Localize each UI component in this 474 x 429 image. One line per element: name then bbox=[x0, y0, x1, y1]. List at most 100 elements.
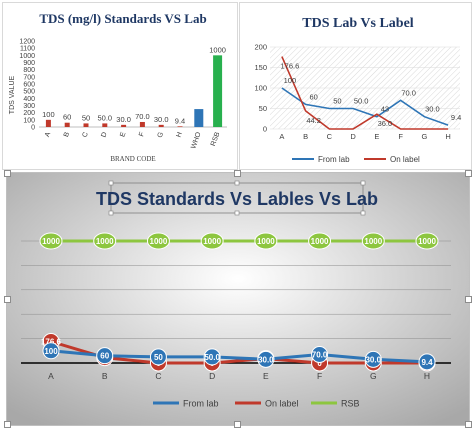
chart-panel-tds-standards-vs-lab: TDS (mg/l) Standards VS Lab TDS VALUE BR… bbox=[2, 2, 238, 170]
x-axis-label: BRAND CODE bbox=[110, 155, 155, 163]
data-label: 9.4 bbox=[421, 358, 433, 367]
data-label: 50.0 bbox=[354, 97, 369, 106]
marker-rsb bbox=[308, 232, 332, 250]
data-label: 70.0 bbox=[135, 112, 150, 121]
x-tick-label: A bbox=[279, 132, 284, 141]
y-tick-label: 100 bbox=[254, 84, 267, 93]
data-label: 60 bbox=[309, 92, 317, 101]
resize-handle-bottom-right[interactable] bbox=[465, 421, 472, 428]
y-axis-label: TDS VALUE bbox=[9, 75, 16, 114]
data-label: 1000 bbox=[42, 237, 60, 246]
data-label: 43 bbox=[381, 105, 389, 114]
resize-handle-top-right[interactable] bbox=[465, 170, 472, 177]
data-label: 50 bbox=[154, 353, 163, 362]
data-label: 100 bbox=[284, 76, 297, 85]
data-label: 1000 bbox=[311, 237, 329, 246]
marker-0 bbox=[311, 345, 329, 363]
x-tick-label: F bbox=[398, 132, 403, 141]
chart-panel-tds-lab-vs-label: TDS Lab Vs Label 0 50 100 150 200 100 60 50 50.… bbox=[239, 2, 472, 170]
bar-b bbox=[64, 122, 70, 127]
bar-c bbox=[83, 123, 89, 127]
legend-label: On label bbox=[390, 155, 420, 164]
data-label: 50 bbox=[333, 97, 341, 106]
x-tick-label: D bbox=[100, 131, 108, 138]
resize-handle-bottom[interactable] bbox=[234, 421, 241, 428]
x-tick-label: E bbox=[119, 131, 127, 138]
resize-handle-left[interactable] bbox=[4, 296, 11, 303]
data-label: 1000 bbox=[257, 237, 275, 246]
bar-who bbox=[194, 109, 204, 127]
bar-h bbox=[177, 126, 183, 127]
data-label: 176.6 bbox=[280, 62, 299, 71]
legend-label: From lab bbox=[318, 155, 350, 164]
bar-chart: TDS (mg/l) Standards VS Lab TDS VALUE BR… bbox=[9, 11, 227, 163]
x-tick-label: B bbox=[303, 132, 308, 141]
bar-rsb bbox=[213, 55, 223, 128]
x-tick-label: G bbox=[370, 371, 377, 381]
title-handle[interactable] bbox=[360, 180, 366, 186]
legend-label: From lab bbox=[183, 399, 219, 409]
marker-rsb bbox=[93, 232, 117, 250]
series-line-1 bbox=[50, 340, 427, 365]
x-tick-label: G bbox=[157, 131, 165, 139]
data-label: 30.0 bbox=[365, 355, 381, 364]
resize-handle-right[interactable] bbox=[465, 296, 472, 303]
data-label: 176.6 bbox=[41, 337, 62, 346]
data-label: 60 bbox=[63, 113, 71, 122]
y-tick-label: 150 bbox=[254, 63, 267, 72]
marker-0 bbox=[418, 353, 436, 371]
data-label: 60 bbox=[100, 352, 109, 361]
title-handle[interactable] bbox=[234, 210, 240, 216]
bar-g bbox=[158, 124, 164, 127]
x-tick-label: E bbox=[263, 371, 269, 381]
data-label: 1000 bbox=[203, 237, 221, 246]
marker-0 bbox=[364, 350, 382, 368]
data-label: 1000 bbox=[364, 237, 382, 246]
data-label: 50.0 bbox=[97, 113, 112, 122]
marker-rsb bbox=[415, 232, 439, 250]
data-label: 1000 bbox=[209, 45, 226, 54]
chart-title[interactable]: TDS Standards Vs Lables Vs Lab bbox=[96, 189, 378, 209]
y-tick-label: 50 bbox=[259, 104, 267, 113]
y-tick-label: 900 bbox=[23, 60, 35, 67]
y-tick-label: 700 bbox=[23, 74, 35, 81]
y-tick-label: 800 bbox=[23, 67, 35, 74]
x-tick-label: A bbox=[44, 131, 52, 138]
resize-handle-top[interactable] bbox=[234, 170, 241, 177]
marker-rsb bbox=[146, 232, 170, 250]
bar-e bbox=[121, 124, 127, 127]
data-label: 44.2 bbox=[306, 116, 321, 125]
x-tick-label: WHO bbox=[190, 131, 203, 150]
data-label: 100 bbox=[44, 347, 58, 356]
title-handle[interactable] bbox=[360, 210, 366, 216]
data-label: 100 bbox=[42, 110, 55, 119]
y-tick-label: 100 bbox=[23, 117, 35, 124]
series-line-0 bbox=[50, 349, 428, 364]
title-handle[interactable] bbox=[234, 180, 240, 186]
x-tick-label: C bbox=[327, 132, 333, 141]
title-handle[interactable] bbox=[108, 210, 114, 216]
x-tick-label: D bbox=[350, 132, 356, 141]
title-handle[interactable] bbox=[108, 180, 114, 186]
x-tick-label: H bbox=[445, 132, 450, 141]
resize-handle-top-left[interactable] bbox=[4, 170, 11, 177]
y-tick-label: 300 bbox=[23, 103, 35, 110]
series-line-1 bbox=[281, 56, 449, 130]
x-tick-label: RSB bbox=[210, 131, 222, 147]
data-label: 1000 bbox=[150, 237, 168, 246]
chart-title: TDS (mg/l) Standards VS Lab bbox=[39, 11, 206, 26]
data-label: 1000 bbox=[418, 237, 436, 246]
data-label: 30.0 bbox=[154, 115, 169, 124]
data-label: 0 bbox=[317, 359, 322, 368]
line-chart-combined: TDS Standards Vs Lables Vs Lab 1000 1000 1… bbox=[7, 173, 469, 425]
data-label: 50.0 bbox=[204, 353, 220, 362]
bar-d bbox=[102, 123, 108, 127]
x-tick-label: C bbox=[155, 371, 161, 381]
marker-0 bbox=[96, 347, 114, 365]
legend-label: RSB bbox=[341, 399, 360, 409]
y-tick-label: 0 bbox=[31, 125, 35, 132]
marker-rsb bbox=[39, 232, 63, 250]
marker-rsb bbox=[200, 232, 224, 250]
bar-f bbox=[139, 121, 145, 127]
resize-handle-bottom-left[interactable] bbox=[4, 421, 11, 428]
